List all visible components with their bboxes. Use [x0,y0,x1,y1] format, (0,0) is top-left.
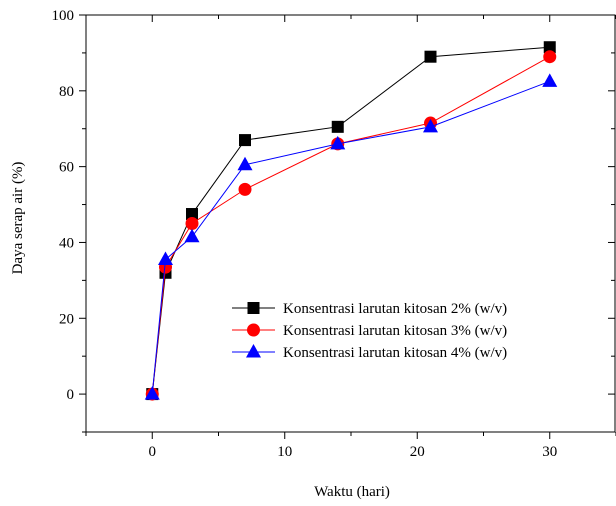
x-axis-label: Waktu (hari) [314,484,390,500]
axes: 0 10 20 30 0 20 40 60 80 100 [52,8,616,460]
y-tick-label: 40 [59,235,74,251]
legend-item-2: Konsentrasi larutan kitosan 3% (w/v) [232,323,507,339]
legend-marker [247,302,260,314]
series-line [151,56,550,395]
data-point [238,182,252,196]
legend-label: Konsentrasi larutan kitosan 2% (w/v) [283,301,507,317]
series-line [151,46,550,395]
data-point [144,386,160,400]
data-point [331,120,344,133]
plot-frame [85,14,616,433]
data-point [158,251,173,266]
data-point [543,41,556,54]
legend-item-1: Konsentrasi larutan kitosan 2% (w/v) [232,301,507,317]
data-point [330,135,346,150]
series-3 [144,73,558,400]
data-point [424,50,437,63]
x-tick-label: 10 [277,444,292,460]
y-tick-label: 100 [52,8,75,24]
x-tick-label: 20 [410,444,425,460]
legend-item-3: Konsentrasi larutan kitosan 4% (w/v) [232,344,507,361]
data-point [186,208,198,221]
legend-marker [247,323,260,337]
y-tick-label: 60 [59,160,74,176]
data-point [237,156,253,171]
y-axis-label: Daya serap air (%) [10,162,26,275]
legend: Konsentrasi larutan kitosan 2% (w/v) Kons… [232,301,507,361]
series-layer [144,41,558,401]
data-point [184,228,200,243]
y-tick-label: 0 [67,387,75,403]
x-tick-label: 30 [542,444,557,460]
data-point [185,217,199,230]
data-point [542,73,558,87]
legend-label: Konsentrasi larutan kitosan 4% (w/v) [283,345,507,361]
data-point [543,50,557,64]
y-tick-label: 20 [59,311,74,327]
data-point [239,134,251,147]
legend-marker [246,344,261,358]
legend-label: Konsentrasi larutan kitosan 3% (w/v) [283,323,507,339]
y-tick-label: 80 [59,84,74,100]
x-tick-label: 0 [149,444,157,460]
data-point [423,118,438,133]
